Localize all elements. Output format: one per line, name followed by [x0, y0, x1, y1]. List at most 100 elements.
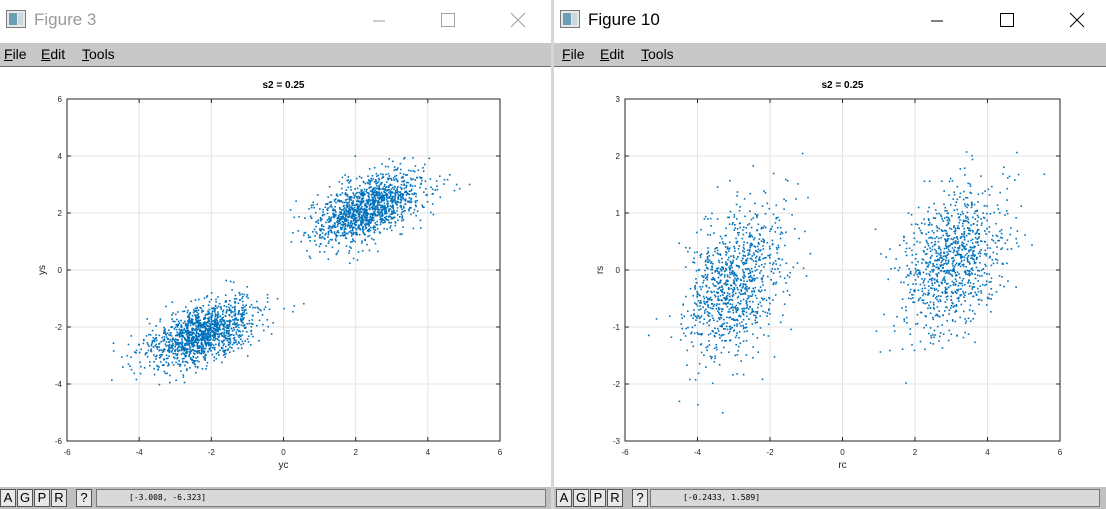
data-point	[174, 345, 176, 348]
help-button[interactable]: ?	[632, 489, 648, 507]
data-point	[190, 333, 193, 336]
data-point	[367, 219, 369, 222]
data-point	[227, 324, 229, 326]
data-point	[134, 351, 136, 353]
data-point	[374, 207, 376, 210]
data-point	[726, 322, 728, 324]
data-point	[208, 328, 211, 331]
data-point	[967, 221, 970, 224]
data-point	[228, 344, 230, 346]
grid-toggle-button[interactable]: G	[17, 489, 33, 507]
menu-tools[interactable]: Tools	[641, 46, 674, 63]
rotate-button[interactable]: R	[51, 489, 67, 507]
data-point	[914, 279, 917, 281]
close-button[interactable]	[495, 8, 541, 32]
previous-zoom-button[interactable]: P	[590, 489, 606, 507]
data-point	[266, 319, 269, 321]
data-point	[180, 345, 182, 348]
data-point	[381, 163, 383, 165]
maximize-button[interactable]	[425, 8, 471, 32]
title-bar[interactable]: Figure 10	[554, 0, 1106, 41]
data-point	[364, 233, 366, 236]
close-button[interactable]	[1054, 8, 1100, 32]
data-point	[423, 206, 425, 208]
data-point	[197, 338, 200, 341]
data-point	[745, 289, 748, 291]
data-point	[759, 327, 762, 329]
data-point	[199, 322, 202, 324]
data-point	[187, 322, 189, 325]
data-point	[707, 250, 710, 253]
data-point	[696, 293, 699, 296]
data-point	[954, 204, 957, 207]
data-point	[176, 318, 178, 321]
data-point	[241, 314, 244, 316]
data-point	[970, 292, 972, 295]
data-point	[371, 179, 373, 182]
data-point	[409, 183, 412, 186]
data-point	[726, 279, 728, 282]
data-point	[389, 213, 392, 216]
data-point	[351, 209, 354, 211]
data-point	[388, 210, 390, 213]
data-point	[953, 268, 955, 270]
autoscale-button[interactable]: A	[0, 489, 16, 507]
data-point	[247, 341, 250, 343]
data-point	[967, 282, 969, 284]
data-point	[193, 352, 195, 354]
title-bar[interactable]: Figure 3	[0, 0, 551, 41]
data-point	[199, 323, 202, 326]
data-point	[997, 208, 1000, 210]
menu-file[interactable]: File	[562, 46, 585, 63]
data-point	[968, 263, 971, 265]
maximize-button[interactable]	[984, 8, 1030, 32]
data-point	[364, 203, 366, 206]
data-point	[762, 240, 765, 243]
data-point	[199, 325, 201, 328]
data-point	[347, 219, 349, 221]
grid-toggle-button[interactable]: G	[573, 489, 589, 507]
data-point	[355, 227, 357, 230]
data-point	[719, 235, 722, 238]
data-point	[204, 322, 207, 325]
data-point	[386, 204, 389, 207]
rotate-button[interactable]: R	[607, 489, 623, 507]
help-button[interactable]: ?	[76, 489, 92, 507]
data-point	[357, 225, 360, 227]
data-point	[346, 198, 349, 201]
data-point	[178, 349, 181, 351]
data-point	[934, 289, 936, 291]
y-tick-label: -1	[613, 323, 621, 332]
data-point	[382, 175, 384, 178]
menu-tools[interactable]: Tools	[82, 46, 115, 63]
data-point	[186, 316, 189, 318]
data-point	[367, 213, 370, 215]
minimize-button[interactable]	[356, 8, 402, 32]
data-point	[370, 221, 372, 224]
data-point	[948, 227, 951, 230]
data-point	[191, 320, 194, 323]
data-point	[246, 323, 249, 325]
data-point	[233, 336, 236, 339]
data-point	[217, 313, 219, 316]
data-point	[186, 340, 189, 343]
data-point	[778, 271, 781, 273]
data-point	[721, 257, 723, 260]
data-point	[968, 272, 970, 274]
menu-file[interactable]: File	[4, 46, 27, 63]
data-point	[191, 314, 194, 317]
minimize-button[interactable]	[914, 8, 960, 32]
menu-edit[interactable]: Edit	[600, 46, 624, 63]
menu-edit[interactable]: Edit	[41, 46, 65, 63]
data-point	[214, 338, 217, 340]
data-point	[753, 254, 755, 256]
data-point	[327, 221, 330, 223]
data-point	[182, 310, 184, 313]
autoscale-button[interactable]: A	[556, 489, 572, 507]
data-point	[713, 303, 716, 306]
data-point	[749, 280, 751, 282]
previous-zoom-button[interactable]: P	[34, 489, 50, 507]
data-point	[158, 334, 161, 337]
